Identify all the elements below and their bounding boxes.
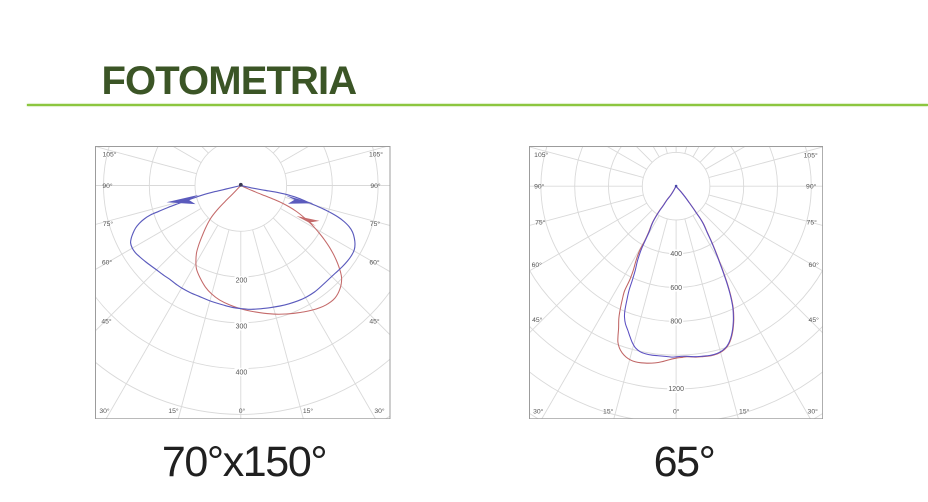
svg-text:60°: 60°: [531, 261, 542, 269]
svg-text:45°: 45°: [808, 316, 819, 324]
svg-text:75°: 75°: [103, 220, 114, 228]
svg-text:75°: 75°: [806, 218, 817, 226]
svg-text:45°: 45°: [532, 316, 543, 324]
svg-text:105°: 105°: [369, 150, 383, 158]
svg-text:105°: 105°: [803, 151, 817, 159]
svg-text:300: 300: [236, 324, 248, 331]
svg-text:75°: 75°: [370, 220, 381, 228]
svg-text:200: 200: [236, 278, 248, 285]
svg-text:90°: 90°: [806, 183, 817, 191]
svg-text:30°: 30°: [807, 407, 818, 415]
svg-text:400: 400: [670, 251, 682, 258]
svg-text:15°: 15°: [739, 407, 750, 415]
svg-text:30°: 30°: [99, 407, 110, 415]
svg-text:30°: 30°: [533, 407, 544, 415]
svg-text:105°: 105°: [102, 150, 116, 158]
svg-text:15°: 15°: [168, 407, 179, 415]
svg-text:60°: 60°: [369, 258, 380, 266]
svg-text:1200: 1200: [668, 386, 684, 393]
svg-text:60°: 60°: [102, 258, 113, 266]
svg-text:45°: 45°: [101, 317, 112, 325]
svg-text:90°: 90°: [370, 182, 381, 190]
svg-text:90°: 90°: [102, 182, 113, 190]
svg-text:800: 800: [670, 319, 682, 326]
svg-text:30°: 30°: [374, 407, 385, 415]
svg-text:15°: 15°: [603, 407, 614, 415]
svg-text:0°: 0°: [673, 407, 680, 415]
svg-text:45°: 45°: [369, 317, 380, 325]
svg-text:60°: 60°: [808, 261, 819, 269]
svg-text:105°: 105°: [534, 151, 548, 159]
svg-text:15°: 15°: [303, 407, 314, 415]
svg-text:75°: 75°: [535, 218, 546, 226]
svg-text:0°: 0°: [239, 407, 246, 415]
svg-text:400: 400: [236, 369, 248, 376]
svg-text:600: 600: [670, 285, 682, 292]
svg-text:90°: 90°: [534, 183, 545, 191]
